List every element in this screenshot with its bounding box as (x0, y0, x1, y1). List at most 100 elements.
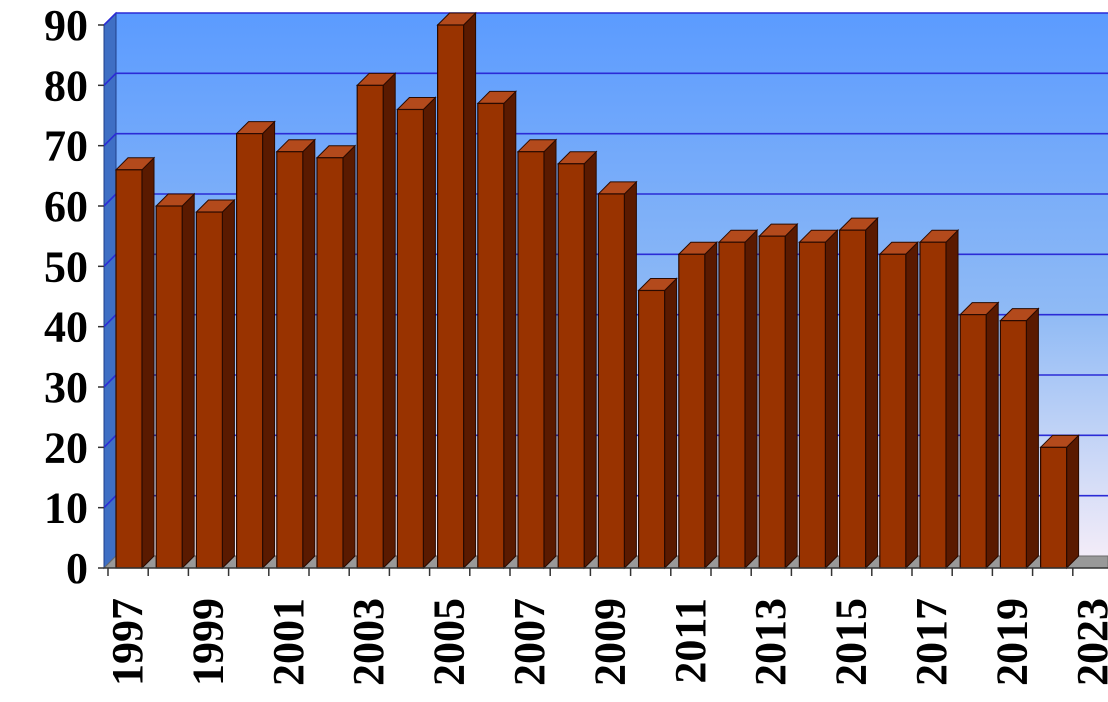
bar-side (221, 198, 235, 570)
bar-side (543, 138, 557, 570)
bar-side (262, 120, 276, 570)
gridline (103, 12, 1108, 26)
bars (114, 11, 1080, 570)
bar-2010 (637, 277, 678, 570)
bar-front (959, 314, 987, 569)
bar-front (276, 151, 304, 569)
gridline (103, 132, 1108, 147)
bar-front (758, 235, 786, 569)
x-tick-label: 2005 (425, 598, 474, 686)
bar-front (115, 169, 143, 569)
bar-front (919, 241, 947, 569)
y-axis-ticks: 0 10 20 30 40 50 60 70 80 90 (44, 1, 104, 593)
bar-side (824, 228, 838, 570)
bar-front (838, 229, 867, 569)
y-tick-label: 10 (44, 484, 88, 533)
bar-front (597, 193, 626, 569)
bar-2018 (958, 301, 1000, 570)
bar-2001 (275, 138, 317, 570)
y-tick-label: 20 (44, 423, 88, 472)
bar-front (396, 108, 424, 569)
bar-side (503, 90, 517, 570)
bar-front (718, 241, 746, 569)
bar-front (437, 24, 465, 569)
bar-front (637, 289, 666, 569)
x-tick-label: 2007 (505, 598, 554, 686)
bar-1997 (114, 156, 156, 570)
bar-side (463, 11, 477, 570)
bar-front (798, 241, 827, 569)
x-tick-label: 1997 (103, 598, 152, 686)
y-tick-label: 70 (44, 122, 88, 171)
bar-front (678, 253, 706, 569)
bar-2015 (838, 216, 879, 570)
x-tick-label: 2017 (907, 598, 956, 686)
x-axis-ticks: 1997 1999 2001 2003 2005 2007 2009 2011 2013 2015… (103, 567, 1108, 686)
bar-front (155, 205, 183, 569)
bar-2011 (677, 241, 719, 570)
bar-side (342, 144, 356, 570)
bar-side (382, 72, 396, 570)
bar-2003 (355, 72, 397, 570)
y-tick-label: 40 (44, 303, 88, 352)
bar-side (1025, 307, 1039, 570)
bar-side (985, 301, 999, 570)
x-tick-label: 2013 (746, 598, 795, 686)
bar-side (302, 138, 316, 570)
bar-side (664, 277, 678, 570)
bar-front (356, 84, 384, 569)
bar-2006 (476, 90, 518, 570)
bar-front (879, 253, 907, 569)
bar-2016 (878, 241, 920, 570)
bar-2009 (597, 180, 638, 570)
bar-2021 (1039, 434, 1080, 570)
y-tick-label: 80 (44, 61, 88, 110)
bar-2013 (757, 222, 799, 570)
bar-2012 (717, 228, 759, 570)
bar-2007 (516, 138, 558, 570)
bar-front (195, 211, 223, 569)
bar-side (623, 180, 637, 570)
x-tick-label: 2015 (827, 598, 876, 686)
y-tick-label: 50 (44, 242, 88, 291)
bar-side (784, 222, 798, 570)
bar-front (999, 320, 1028, 569)
bar-2004 (396, 96, 437, 570)
bar-side (141, 156, 155, 570)
plot-side-wall (103, 11, 117, 570)
bar-2005 (436, 11, 477, 570)
y-tick-label: 0 (66, 544, 88, 593)
x-tick-label: 2011 (666, 598, 715, 684)
bar-front (316, 157, 344, 569)
bar-side (744, 228, 758, 570)
bar-side (865, 216, 879, 570)
bar-2002 (315, 144, 357, 570)
x-tick-label: 1999 (183, 598, 232, 686)
bar-1998 (154, 192, 196, 570)
bar-side (905, 241, 919, 570)
bar-side (704, 241, 718, 570)
bar-2008 (556, 150, 598, 570)
bar-side (422, 96, 436, 570)
bar-2017 (918, 228, 960, 570)
y-tick-label: 60 (44, 182, 88, 231)
bar-side (945, 228, 959, 570)
x-tick-label: 2001 (264, 598, 313, 686)
bar-2014 (798, 228, 839, 570)
bar-front (1039, 446, 1068, 569)
x-tick-label: 2023 (1068, 598, 1108, 686)
x-tick-label: 2003 (344, 598, 393, 686)
bar-front (517, 151, 545, 569)
y-tick-label: 30 (44, 363, 88, 412)
bar-1999 (195, 198, 236, 570)
bar-front (236, 133, 264, 569)
x-tick-label: 2019 (987, 598, 1036, 686)
y-tick-label: 90 (44, 1, 88, 50)
bar-front (477, 102, 505, 569)
bar-2019 (999, 307, 1040, 570)
gridline (103, 72, 1108, 86)
bar-side (583, 150, 597, 570)
bar-2000 (235, 120, 276, 570)
bar-side (1066, 434, 1080, 570)
